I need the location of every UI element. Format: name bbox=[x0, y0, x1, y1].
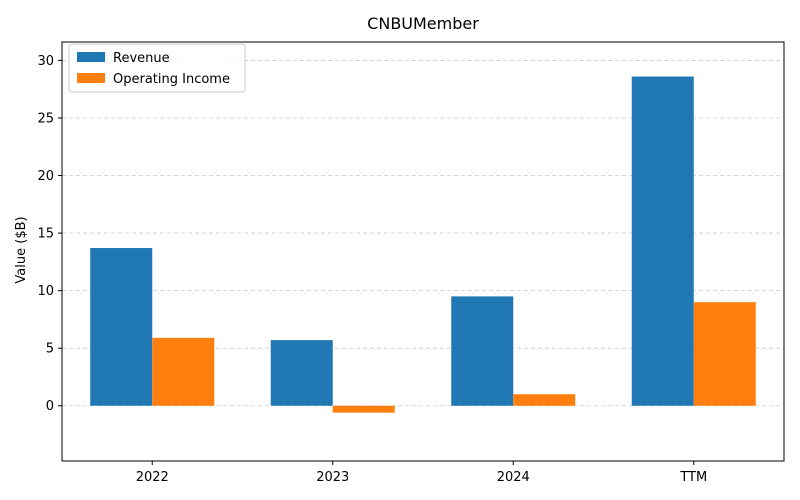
x-tick-label: TTM bbox=[679, 470, 707, 485]
chart-title: CNBUMember bbox=[367, 14, 479, 33]
bar-operating-income bbox=[693, 302, 756, 406]
bar-operating-income bbox=[513, 394, 576, 406]
legend-swatch bbox=[77, 73, 105, 83]
legend-box bbox=[68, 43, 246, 93]
y-tick-label: 25 bbox=[37, 111, 54, 126]
x-tick-label: 2024 bbox=[497, 470, 530, 485]
bars bbox=[90, 76, 756, 413]
y-tick-label: 5 bbox=[46, 342, 54, 357]
x-tick-label: 2023 bbox=[316, 470, 349, 485]
bar-revenue bbox=[90, 248, 153, 406]
y-axis-label: Value ($B) bbox=[14, 216, 29, 283]
legend-label: Revenue bbox=[113, 51, 170, 66]
y-tick-label: 20 bbox=[37, 169, 54, 184]
axes bbox=[61, 41, 785, 462]
legend-label: Operating Income bbox=[113, 72, 230, 87]
bar-revenue bbox=[451, 296, 514, 406]
bar-operating-income bbox=[332, 405, 395, 413]
bar-revenue bbox=[270, 340, 333, 406]
legend: Revenue Operating Income bbox=[68, 43, 246, 93]
plot-frame bbox=[61, 41, 785, 462]
y-tick-label: 0 bbox=[46, 399, 54, 414]
bar-revenue bbox=[631, 76, 694, 406]
bar-operating-income bbox=[152, 337, 215, 406]
x-tick-label: 2022 bbox=[136, 470, 169, 485]
y-tick-label: 10 bbox=[37, 284, 54, 299]
y-tick-label: 30 bbox=[37, 54, 54, 69]
y-tick-label: 15 bbox=[37, 227, 54, 242]
ticks: 0 5 10 15 20 25 30 2022 2023 2024 TTM bbox=[37, 54, 707, 485]
legend-swatch bbox=[77, 52, 105, 62]
